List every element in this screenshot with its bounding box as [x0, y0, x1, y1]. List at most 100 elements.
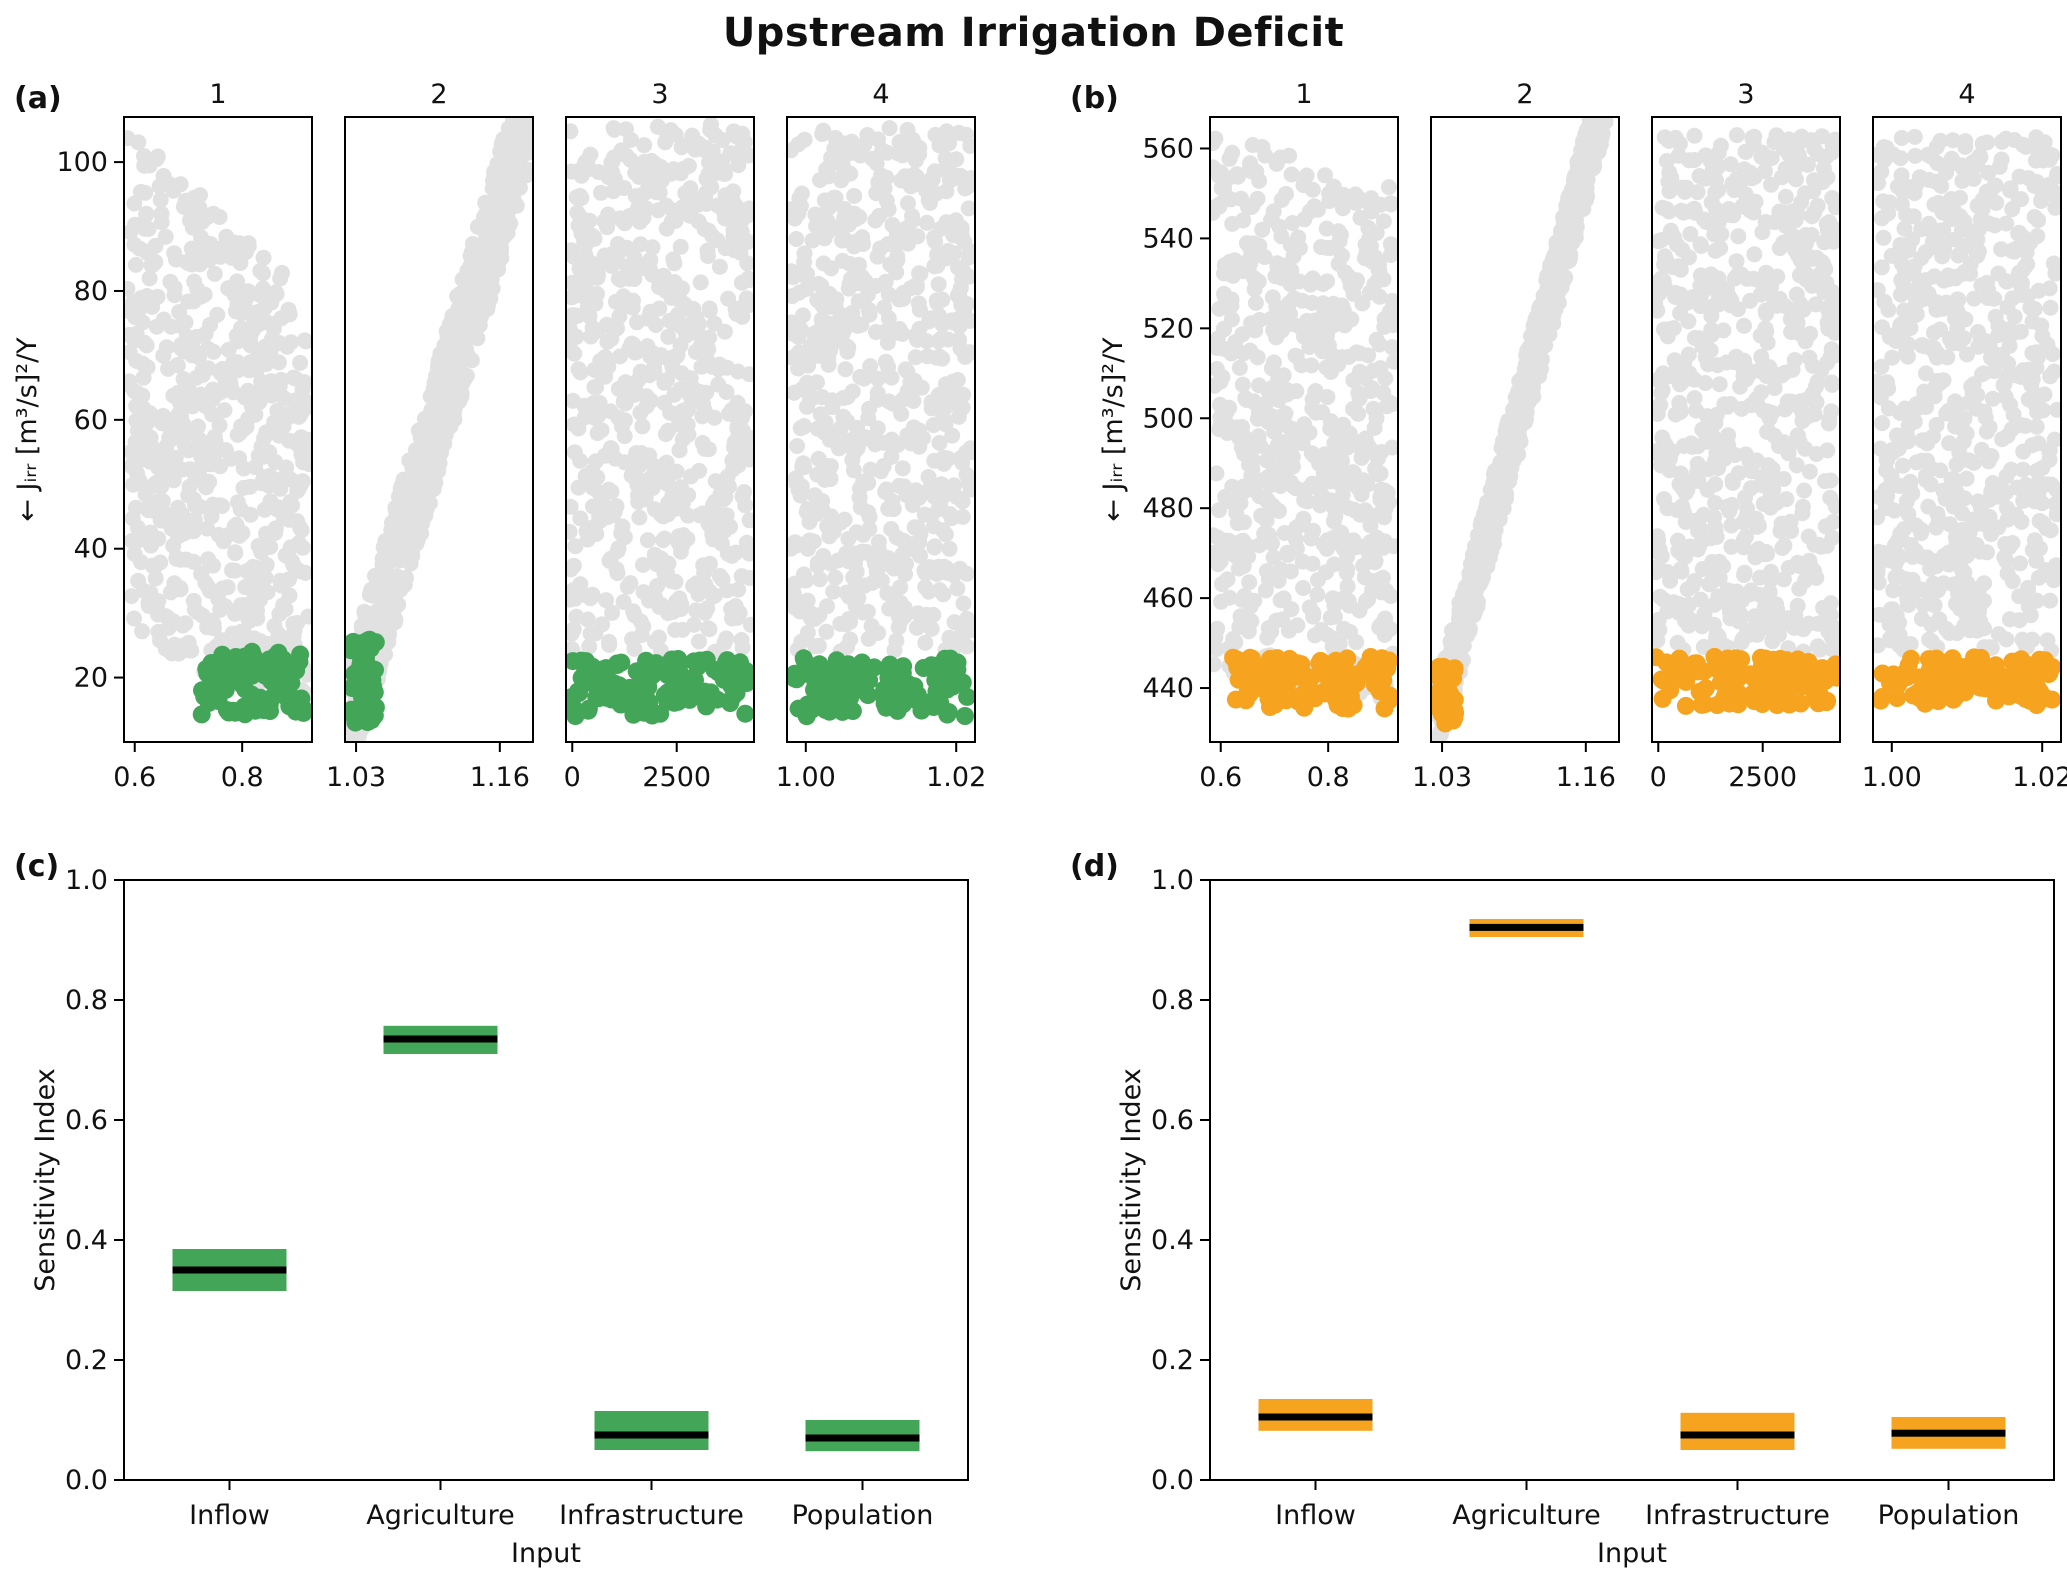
scatter-point [930, 276, 947, 293]
scatter-point [1371, 288, 1388, 305]
scatter-point [1384, 439, 1398, 456]
scatter-point [1337, 662, 1356, 681]
scatter-point [153, 214, 170, 231]
scatter-point [637, 694, 656, 713]
scatter-point [593, 184, 609, 201]
scatter-point [796, 131, 813, 148]
scatter-point [566, 416, 582, 433]
scatter-point [166, 245, 183, 262]
scatter-point [856, 577, 873, 594]
scatter-point [1224, 648, 1243, 667]
scatter-point [792, 351, 809, 368]
scatter-point [922, 194, 938, 211]
scatter-point [291, 563, 308, 580]
scatter-point [1278, 417, 1295, 434]
scatter-point [1589, 91, 1605, 107]
x-tick-label: 0.8 [1307, 762, 1350, 793]
scatter-point [465, 282, 482, 299]
scatter-point [1210, 465, 1225, 482]
scatter-point [877, 483, 894, 500]
scatter-point [463, 248, 480, 265]
scatter-point [1334, 200, 1351, 217]
scatter-point [228, 327, 245, 344]
scatter-point [1386, 353, 1398, 370]
scatter-point [594, 616, 611, 633]
scatter-point [893, 405, 910, 422]
scatter-point [805, 680, 823, 699]
scatter-point [701, 300, 718, 317]
scatter-point [387, 586, 404, 603]
scatter-point [1446, 704, 1465, 722]
scatter-point [566, 123, 579, 140]
scatter-point [631, 158, 648, 175]
scatter-point [282, 539, 299, 556]
scatter-point [672, 500, 689, 517]
scatter-point [701, 329, 718, 346]
scatter-point [518, 100, 534, 116]
scatter-point [280, 697, 299, 716]
scatter-point [935, 449, 952, 466]
scatter-point [155, 347, 172, 364]
scatter-point [227, 544, 244, 561]
scatter-point [658, 197, 675, 214]
scatter-point [731, 403, 748, 420]
scatter-point [193, 393, 209, 410]
scatter-point [730, 144, 747, 161]
scatter-point [1593, 77, 1609, 93]
scatter-point [636, 184, 653, 201]
scatter-point [955, 634, 972, 651]
scatter-point [615, 594, 632, 610]
scatter-point [809, 555, 826, 571]
scatter-point [289, 653, 308, 672]
scatter-point [663, 289, 680, 306]
scatter-point [242, 332, 259, 349]
scatter-point [1330, 223, 1347, 240]
scatter-point [1348, 634, 1365, 651]
scatter-point [1223, 297, 1240, 314]
scatter-point [619, 239, 636, 256]
scatter-point [1309, 572, 1326, 588]
scatter-point [635, 556, 651, 573]
scatter-point [1376, 482, 1393, 499]
scatter-point [1446, 645, 1462, 662]
scatter-point [229, 494, 246, 511]
scatter-point [1289, 617, 1306, 634]
scatter-point [665, 315, 682, 332]
scatter-points-b1 [1210, 130, 1398, 718]
scatter-point [908, 168, 925, 185]
scatter-point [1266, 354, 1282, 371]
scatter-point [354, 676, 373, 695]
scatter-point [588, 379, 605, 396]
scatter-point [254, 472, 271, 489]
scatter-point [572, 208, 589, 225]
scatter-point [1296, 492, 1313, 509]
scatter-point [1596, 63, 1612, 79]
scatter-point [1353, 442, 1370, 459]
scatter-point [124, 326, 138, 343]
scatter-point [1546, 276, 1563, 293]
scatter-point [212, 600, 229, 617]
scatter-points-a2 [345, 100, 534, 742]
scatter-point [846, 187, 863, 204]
scatter-point [489, 259, 506, 276]
scatter-point [124, 224, 139, 241]
scatter-point [603, 446, 620, 463]
scatter-point [150, 606, 167, 623]
scatter-point [631, 472, 648, 489]
scatter-point [196, 687, 215, 706]
scatter-point [1323, 346, 1340, 363]
scatter-point [152, 554, 169, 571]
scatter-point [960, 200, 975, 217]
scatter-point [157, 228, 174, 245]
scatter-point [141, 270, 158, 287]
scatter-point [883, 369, 900, 386]
scatter-point [191, 256, 208, 273]
y-axis-label: ← Jᵢᵣᵣ [m³/s]²/Y [12, 337, 43, 522]
scatter-point [1367, 460, 1384, 477]
scatter-point [191, 431, 208, 448]
scatter-point [231, 527, 248, 544]
scatter-point [936, 161, 953, 178]
scatter-point [1321, 193, 1338, 210]
scatter-point [788, 231, 805, 247]
subplot-title: 3 [651, 79, 668, 110]
